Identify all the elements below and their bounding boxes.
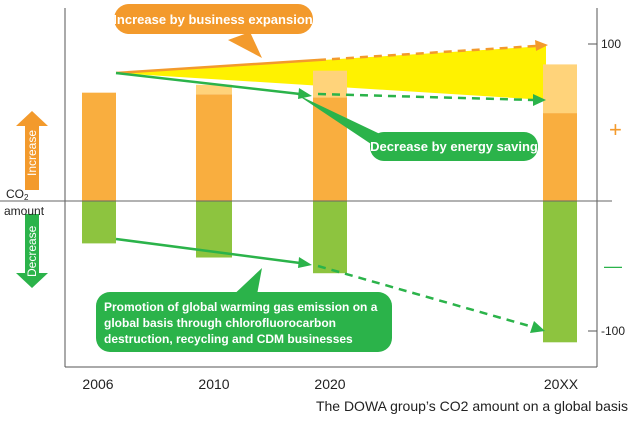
callout-promotion bbox=[96, 268, 392, 352]
increase-trend-solid bbox=[115, 58, 319, 75]
bars-group bbox=[82, 64, 577, 343]
y-axis-label: CO2 bbox=[6, 187, 29, 202]
decrease-arrow-label: Decrease bbox=[25, 225, 39, 277]
callout-energy-saving: Decrease by energy saving bbox=[296, 94, 538, 161]
bar-increase-20xx bbox=[543, 64, 577, 114]
callout-expansion: Increase by business expansion bbox=[113, 4, 313, 58]
bar-decrease-2010 bbox=[196, 201, 232, 258]
increase-trend-arrowhead bbox=[535, 40, 548, 51]
x-tick-2010: 2010 bbox=[198, 376, 229, 392]
decrease-trend-arrowhead-2 bbox=[530, 321, 545, 333]
callout-expansion-label: Increase by business expansion bbox=[113, 12, 312, 27]
saving-trend-arrowhead-1 bbox=[298, 88, 312, 99]
x-tick-2020: 2020 bbox=[314, 376, 345, 392]
decrease-arrow: Decrease bbox=[16, 214, 48, 288]
decrease-trend-solid bbox=[115, 237, 301, 265]
x-tick-2006: 2006 bbox=[82, 376, 113, 392]
diagram-caption: The DOWA group’s CO2 amount on a global … bbox=[315, 398, 628, 414]
y-axis-label-line2: amount bbox=[4, 204, 45, 218]
decrease-trend-dashed bbox=[317, 264, 534, 329]
minus-sign: — bbox=[604, 256, 622, 276]
callout-energy-saving-label: Decrease by energy saving bbox=[370, 139, 538, 154]
saving-trend-solid bbox=[115, 71, 301, 96]
saving-trend-arrowhead-2 bbox=[533, 94, 546, 106]
bar-decrease-20xx bbox=[543, 201, 577, 343]
x-tick-20xx: 20XX bbox=[544, 376, 579, 392]
increase-arrow-label: Increase bbox=[25, 130, 39, 176]
bar-base-2010 bbox=[196, 94, 232, 201]
bar-base-2006 bbox=[82, 92, 116, 201]
increase-trend-dashed bbox=[317, 44, 537, 62]
increase-arrow: Increase bbox=[16, 111, 48, 190]
bar-decrease-2020 bbox=[313, 201, 347, 274]
plus-sign: + bbox=[609, 117, 622, 142]
right-tick-label-minus-100: -100 bbox=[601, 324, 625, 338]
right-tick-label-100: 100 bbox=[601, 37, 621, 51]
bar-decrease-2006 bbox=[82, 201, 116, 244]
callout-promotion-label: Promotion of global warming gas emission… bbox=[104, 300, 378, 346]
bar-base-20xx bbox=[543, 113, 577, 201]
bar-increase-2010 bbox=[196, 84, 232, 95]
decrease-trend-arrowhead-1 bbox=[298, 257, 312, 268]
